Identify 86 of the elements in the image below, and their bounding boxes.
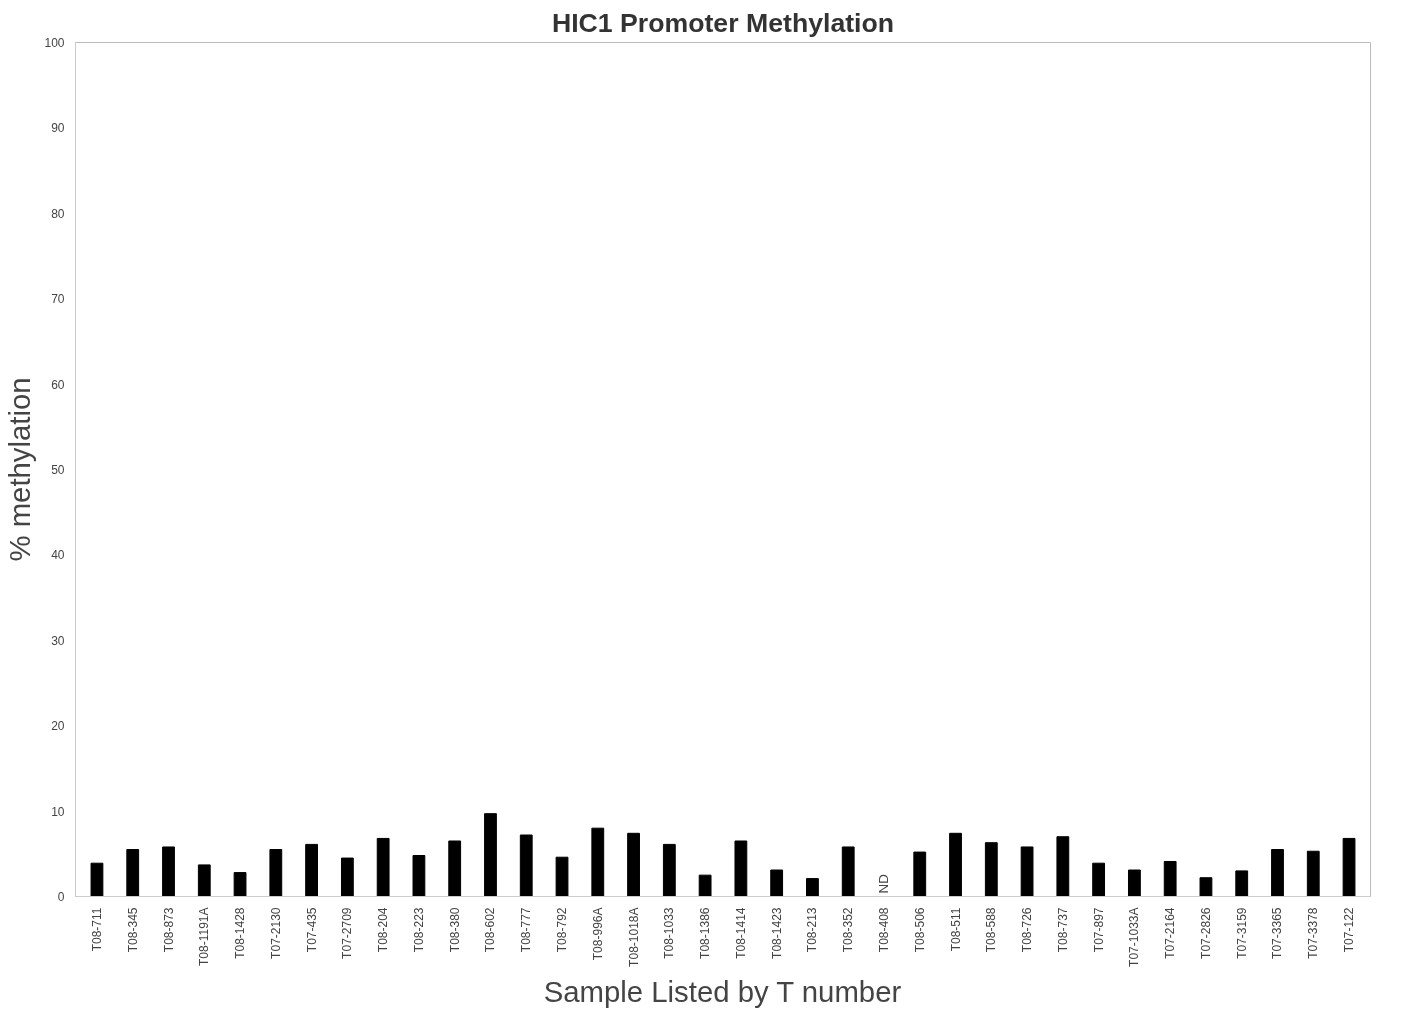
bar (591, 827, 605, 897)
x-tick-label: T07-435 (304, 907, 319, 953)
bar (949, 832, 962, 897)
x-tick-label: T07-2164 (1163, 907, 1178, 959)
x-tick-label: T07-3378 (1306, 907, 1321, 959)
x-tick-label: T08-506 (912, 907, 927, 953)
x-axis-title: Sample Listed by T number (543, 974, 902, 1008)
x-tick-label: T08-726 (1020, 907, 1035, 953)
x-tick-label: T08-588 (984, 907, 999, 953)
bar (269, 849, 283, 897)
x-tick-label: T07-122 (1342, 907, 1357, 953)
bar (233, 872, 247, 897)
x-tick-label: T08-792 (555, 907, 570, 953)
bar (412, 855, 426, 897)
bar (448, 840, 462, 897)
x-tick-label: T08-1414 (733, 907, 748, 959)
y-tick-label: 10 (51, 804, 65, 819)
bar (841, 846, 855, 897)
bar (698, 874, 712, 897)
y-axis-title: % methylation (3, 377, 37, 562)
x-tick-label: T08-1033 (662, 907, 677, 959)
x-tick-label: T07-1033A (1127, 907, 1142, 967)
x-tick-label: T08-408 (876, 907, 891, 953)
x-tick-label: T08-223 (411, 907, 426, 953)
x-tick-label: T08-737 (1055, 907, 1070, 953)
bar (555, 856, 569, 897)
bar (627, 832, 640, 897)
x-tick-label: T08-873 (161, 907, 176, 953)
x-tick-label: T07-3159 (1234, 907, 1249, 959)
bar (1199, 877, 1213, 897)
bar (1271, 849, 1284, 897)
bar (1056, 836, 1070, 897)
y-tick-label: 20 (51, 719, 65, 734)
y-tick-label: 0 (57, 890, 65, 904)
bar (1127, 869, 1141, 897)
bar (162, 846, 175, 897)
bar (1163, 860, 1177, 897)
x-tick-label: T08-602 (483, 907, 498, 953)
bar (734, 840, 748, 897)
y-tick-label: 90 (51, 121, 65, 136)
x-tick-label: T07-2826 (1198, 907, 1213, 959)
bar (126, 849, 140, 897)
bar (770, 869, 784, 897)
x-tick-label: T08-213 (805, 907, 820, 953)
y-tick-label: 100 (44, 36, 65, 50)
bar (519, 834, 533, 897)
x-tick-label: T08-511 (948, 907, 963, 952)
bar (1235, 870, 1249, 897)
x-tick-label: T08-1018A (626, 907, 641, 967)
y-tick-label: 30 (51, 633, 65, 648)
x-tick-label: T08-1428 (233, 907, 248, 959)
y-tick-label: 70 (51, 292, 65, 307)
x-tick-label: T08-380 (447, 907, 462, 953)
x-tick-label: T08-711 (89, 907, 104, 952)
bar (484, 813, 497, 897)
bar (376, 837, 390, 897)
y-tick-label: 80 (51, 206, 65, 221)
x-tick-label: T07-2709 (340, 907, 355, 959)
bar (662, 843, 676, 897)
x-tick-label: T07-2130 (268, 907, 283, 959)
bar (305, 843, 319, 897)
y-tick-label: 40 (51, 548, 65, 563)
bar (1306, 850, 1320, 897)
bar (1020, 846, 1034, 897)
annotation: ND (876, 874, 892, 894)
x-tick-label: T08-777 (519, 907, 534, 953)
x-tick-label: T08-345 (125, 907, 140, 953)
x-tick-label: T08-996A (590, 907, 605, 961)
bar (197, 864, 211, 897)
bar (90, 862, 104, 897)
bar (1092, 862, 1106, 897)
x-tick-label: T07-3365 (1270, 907, 1285, 959)
bar (340, 857, 354, 897)
bar (913, 851, 927, 897)
bar (806, 878, 819, 897)
x-tick-label: T07-897 (1091, 907, 1106, 953)
chart-title: HIC1 Promoter Methylation (551, 7, 895, 38)
x-tick-label: T08-204 (376, 907, 391, 953)
x-tick-label: T08-1386 (698, 907, 713, 959)
x-tick-label: T08-352 (841, 907, 856, 953)
bar (984, 842, 998, 897)
y-tick-label: 60 (51, 377, 65, 392)
bar (1342, 837, 1356, 897)
y-tick-label: 50 (51, 463, 65, 477)
x-tick-label: T08-1191A (197, 907, 212, 966)
x-tick-label: T08-1423 (769, 907, 784, 959)
